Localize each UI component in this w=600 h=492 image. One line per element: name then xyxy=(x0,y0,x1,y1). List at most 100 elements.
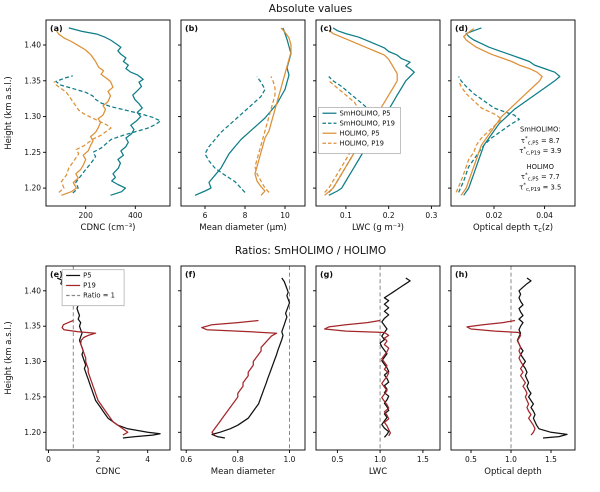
x-tick-label: 10 xyxy=(280,211,290,220)
x-tick-label: 1.0 xyxy=(505,455,517,464)
x-tick-label: 2 xyxy=(96,455,101,464)
panel-d: 0.02 0.04 Optical depth τc(z) (d) SmHOLIMO: τ… xyxy=(448,19,576,234)
panel-frame xyxy=(180,265,306,451)
x-axis-label: CDNC xyxy=(96,467,121,477)
x-tick-label: 0.6 xyxy=(180,455,192,464)
x-tick-label: 8 xyxy=(243,211,248,220)
series-p5 xyxy=(379,277,411,438)
panel-frame xyxy=(315,19,441,207)
series-holimo-p5 xyxy=(254,27,292,196)
x-axis-label: Mean diameter (μm) xyxy=(199,223,286,233)
legend-box xyxy=(318,107,401,154)
x-axis-label: LWC (g m⁻³) xyxy=(352,223,404,233)
x-tick-label: 6 xyxy=(203,211,208,220)
y-tick-label: 1.30 xyxy=(24,357,41,366)
y-tick-label: 1.35 xyxy=(24,322,41,331)
panel-letter: (a) xyxy=(50,24,63,33)
panel-frame xyxy=(315,265,441,451)
series-smholimo-p5 xyxy=(463,27,561,196)
panel-h: 0.5 1.0 1.5 Optical depth (h) xyxy=(448,265,576,477)
y-tick-label: 1.25 xyxy=(24,392,41,401)
x-tick-label: 0.3 xyxy=(425,211,437,220)
panel-frame xyxy=(45,19,171,207)
x-tick-label: 0.02 xyxy=(486,211,503,220)
x-tick-label: 400 xyxy=(128,211,143,220)
x-tick-label: 0.5 xyxy=(331,455,343,464)
series-p19 xyxy=(201,319,278,436)
panel-letter: (c) xyxy=(320,24,332,33)
series-holimo-p19 xyxy=(455,80,503,193)
series-p5 xyxy=(516,277,568,439)
series-p19 xyxy=(61,319,129,436)
annotation-line: τ*c,P5 = 7.7 xyxy=(521,172,560,182)
panel-e: 0 2 4 1.20 1.25 1.30 1.35 1.40 CDNC Height (km a.… xyxy=(4,265,171,477)
x-axis-label: Optical depth xyxy=(484,467,541,477)
x-tick-label: 0.1 xyxy=(340,211,352,220)
y-tick-label: 1.35 xyxy=(24,76,41,85)
panel-frame xyxy=(45,265,171,451)
series-smholimo-p5 xyxy=(328,27,415,196)
series-p19 xyxy=(466,319,536,436)
panel-b: 6 8 10 Mean diameter (μm) (b) xyxy=(178,19,306,233)
annotation-line: τ*c,P19 = 3.5 xyxy=(519,183,561,193)
x-tick-label: 0.8 xyxy=(232,455,244,464)
x-tick-label: 0.04 xyxy=(536,211,553,220)
series-smholimo-p5 xyxy=(68,27,144,196)
bottom-row-title: Ratios: SmHOLIMO / HOLIMO xyxy=(234,245,387,257)
annotation-line: τ*c,P19 = 3.9 xyxy=(519,146,561,156)
series-p19 xyxy=(323,319,392,437)
panel-frame xyxy=(450,265,576,451)
panel-background xyxy=(181,266,305,450)
panel-background xyxy=(316,266,440,450)
panel-frame xyxy=(180,19,306,207)
legend-box xyxy=(61,269,125,307)
legend-label: SmHOLIMO, P5 xyxy=(339,109,390,117)
panel-background xyxy=(451,266,575,450)
panel-background xyxy=(451,20,575,206)
panel-background xyxy=(46,20,170,206)
x-tick-label: 1.0 xyxy=(284,455,296,464)
x-axis-label: LWC xyxy=(369,467,387,477)
x-tick-label: 1.5 xyxy=(545,455,557,464)
panel-letter: (b) xyxy=(185,24,198,33)
y-tick-label: 1.30 xyxy=(24,112,41,121)
y-tick-label: 1.40 xyxy=(24,286,41,295)
legend-label: HOLIMO, P5 xyxy=(339,129,379,137)
series-holimo-p5 xyxy=(55,30,114,196)
x-tick-label: 0.2 xyxy=(383,211,395,220)
legend-label: HOLIMO, P19 xyxy=(339,139,384,147)
y-tick-label: 1.40 xyxy=(24,41,41,50)
legend-label: P19 xyxy=(83,282,96,290)
x-tick-label: 200 xyxy=(79,211,94,220)
panel-letter: (g) xyxy=(320,270,333,279)
x-axis-label: Mean diameter xyxy=(211,467,276,477)
series-smholimo-p19 xyxy=(458,76,520,193)
x-tick-label: 1.0 xyxy=(374,455,386,464)
series-smholimo-p19 xyxy=(55,75,162,194)
x-axis-label: CDNC (cm⁻³) xyxy=(81,223,136,233)
panel-frame xyxy=(450,19,576,207)
legend-label: Ratio = 1 xyxy=(83,292,115,300)
legend-label: P5 xyxy=(83,272,91,280)
annotation-line: HOLIMO xyxy=(527,163,554,171)
panel-a: 200 400 1.20 1.25 1.30 1.35 1.40 CDNC (cm⁻³) Hei… xyxy=(4,19,171,233)
panel-letter: (h) xyxy=(455,270,468,279)
y-tick-label: 1.25 xyxy=(24,148,41,157)
annotation-line: τ*c,P5 = 8.7 xyxy=(521,136,560,146)
legend-label: SmHOLIMO, P19 xyxy=(339,119,394,127)
series-p5 xyxy=(211,277,291,439)
series-smholimo-p19 xyxy=(204,76,266,193)
panel-c: 0.1 0.2 0.3 LWC (g m⁻³) (c) SmHOLIMO, P5 SmHOL… xyxy=(313,19,441,233)
series-holimo-p19 xyxy=(53,81,112,193)
panel-letter: (e) xyxy=(50,270,63,279)
x-axis-label: Optical depth τc(z) xyxy=(473,223,553,234)
panel-letter: (f) xyxy=(185,270,196,279)
panel-letter: (d) xyxy=(455,24,468,33)
y-axis-label: Height (km a.s.l.) xyxy=(4,321,14,394)
y-axis-label: Height (km a.s.l.) xyxy=(4,76,14,149)
panel-g: 0.5 1.0 1.5 LWC (g) xyxy=(313,265,441,477)
series-holimo-p5 xyxy=(460,28,543,196)
x-tick-label: 4 xyxy=(145,455,150,464)
x-tick-label: 0 xyxy=(46,455,51,464)
